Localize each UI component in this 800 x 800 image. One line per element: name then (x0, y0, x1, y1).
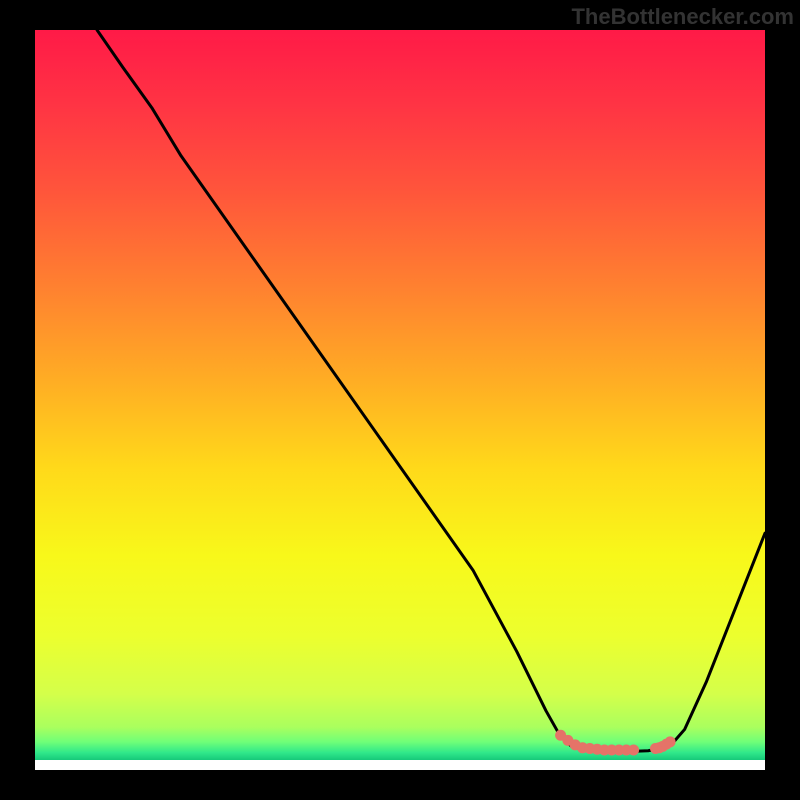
watermark-text: TheBottlenecker.com (571, 4, 794, 30)
bottleneck-curve (97, 30, 765, 752)
chart-svg (35, 30, 765, 770)
plot-area (35, 30, 765, 770)
marker-point (628, 745, 639, 756)
marker-group (555, 730, 676, 756)
marker-point (665, 736, 676, 747)
